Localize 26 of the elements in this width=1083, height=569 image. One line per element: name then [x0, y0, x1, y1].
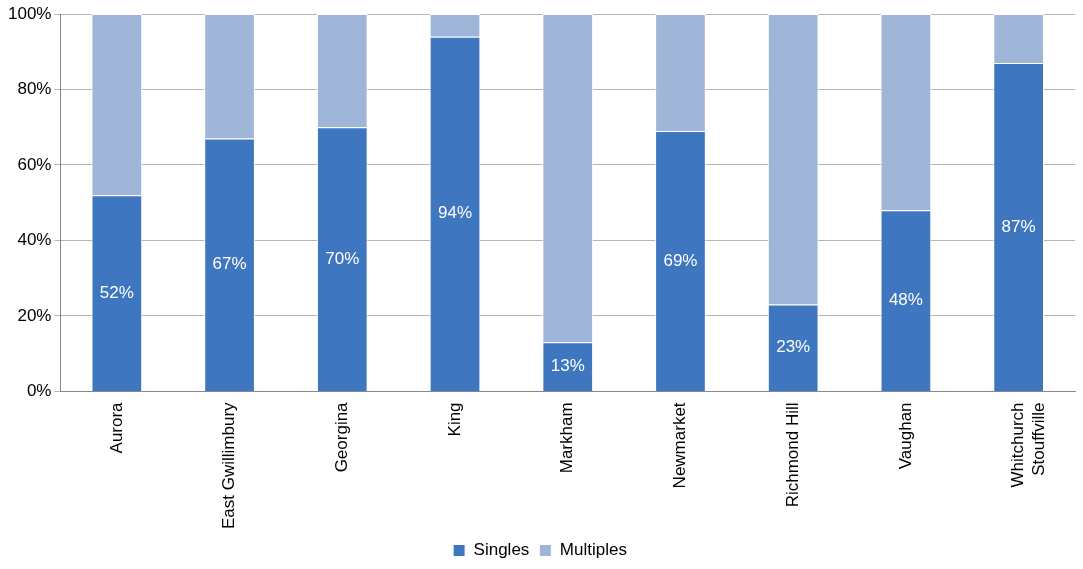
legend-label: Multiples — [559, 540, 627, 560]
legend-label: Singles — [473, 540, 530, 560]
x-tick-label: Vaughan — [895, 402, 915, 470]
x-tick-label: Newmarket — [670, 402, 690, 489]
data-label: 52% — [99, 282, 134, 302]
x-tick-label: Richmond Hill — [782, 402, 802, 508]
data-label: 94% — [438, 203, 473, 223]
y-tick-label: 80% — [17, 79, 52, 99]
x-tick-label: King — [444, 402, 464, 437]
x-tick-label: Whitchurch Stouffville — [1008, 402, 1048, 488]
y-tick-label: 0% — [26, 381, 52, 401]
data-label: 87% — [1001, 216, 1036, 236]
x-tick-label: Georgina — [331, 401, 351, 473]
data-label: 13% — [550, 356, 585, 376]
data-label: 69% — [663, 250, 698, 270]
y-tick-label: 40% — [17, 230, 52, 250]
y-tick-label: 100% — [8, 3, 52, 23]
data-label: 48% — [888, 290, 923, 310]
y-tick-label: 60% — [17, 154, 52, 174]
x-tick-label: Markham — [557, 402, 577, 474]
x-tick-label: East Gwillimbury — [219, 401, 239, 530]
x-tick-label: Aurora — [106, 401, 126, 454]
data-label: 70% — [325, 248, 360, 268]
data-label: 67% — [212, 254, 247, 274]
data-label: 23% — [776, 337, 811, 357]
y-tick-label: 20% — [17, 305, 52, 325]
